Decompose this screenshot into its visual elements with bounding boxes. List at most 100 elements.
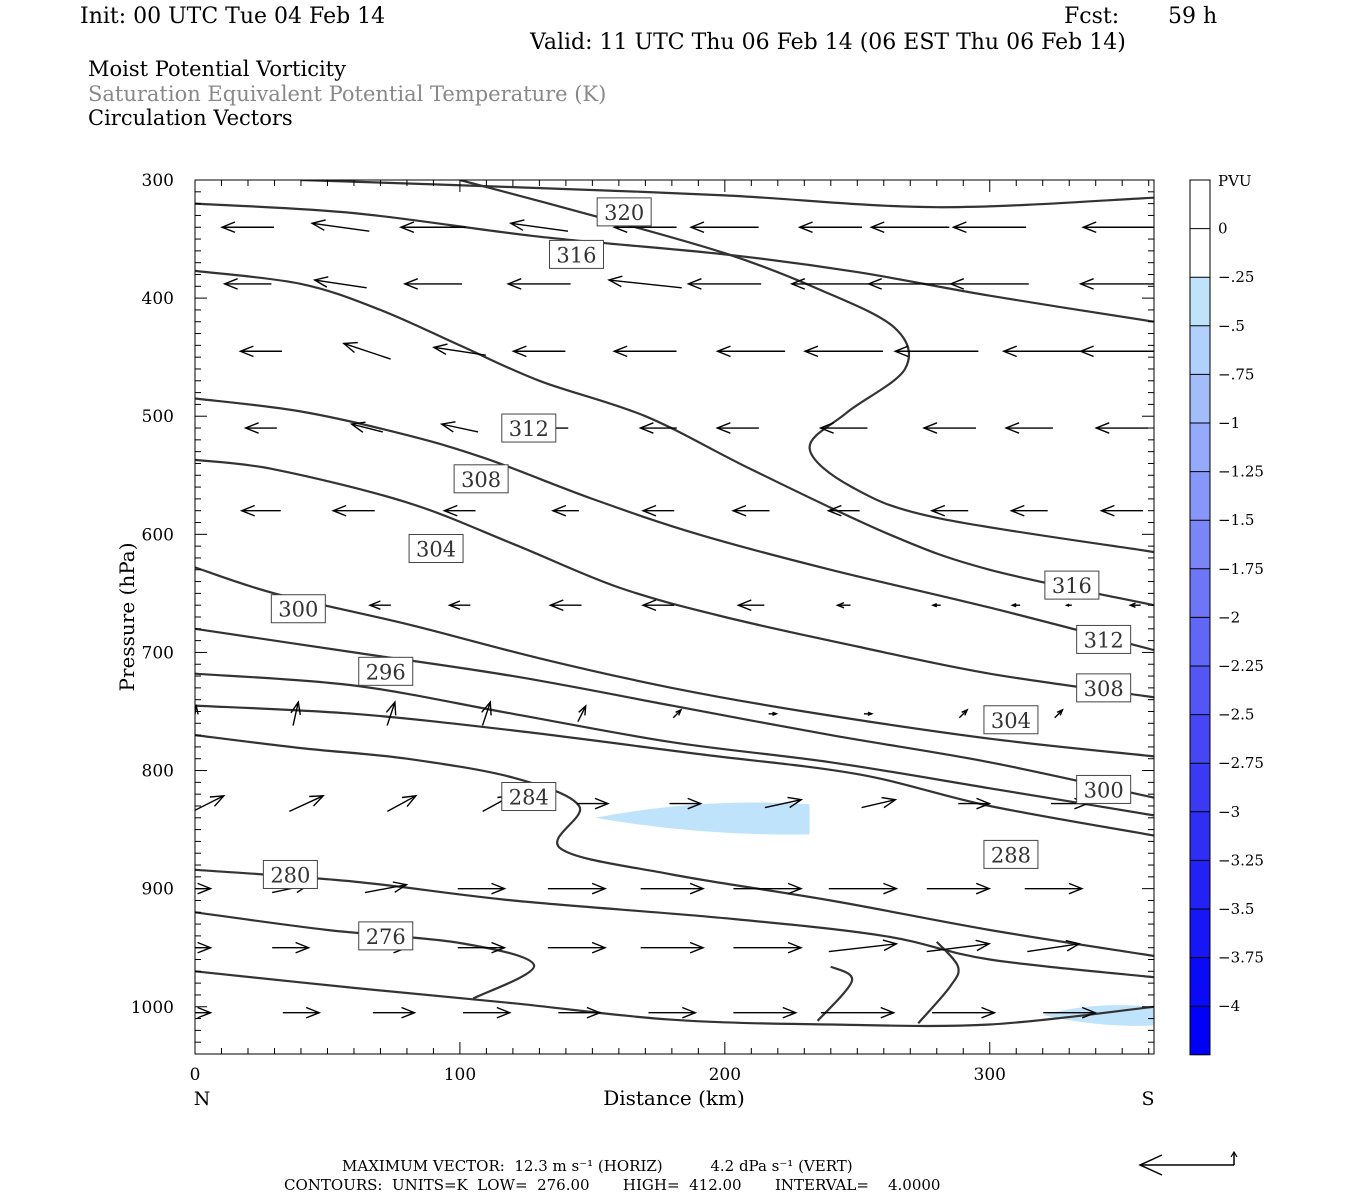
- reference-vector-head: [1138, 1154, 1163, 1176]
- vector-head: [290, 700, 301, 716]
- vector-head: [551, 504, 567, 517]
- circulation-vector: [1078, 345, 1154, 358]
- circulation-vector: [272, 941, 311, 954]
- vector-head: [586, 1006, 602, 1019]
- circulation-vector: [951, 221, 1027, 234]
- vector-head: [882, 939, 899, 952]
- contour-label-box: [270, 594, 326, 624]
- x-axis-right-label: S: [1141, 1088, 1154, 1110]
- colorbar-level-label: −3.5: [1218, 900, 1254, 918]
- vector-head: [867, 711, 874, 717]
- theta-es-contour: [195, 734, 1154, 958]
- contour-label: 316: [556, 243, 596, 267]
- theta-es-contour: [195, 672, 1154, 817]
- contour-label: 304: [416, 537, 456, 561]
- vector-head: [385, 700, 397, 716]
- theta-es-contour: [195, 202, 1154, 323]
- vector-shaft: [608, 279, 682, 289]
- colorbar-swatch: [1190, 666, 1210, 715]
- vector-head: [612, 345, 628, 358]
- theta-es-contour: [300, 180, 1154, 209]
- vector-head: [1010, 602, 1017, 608]
- colorbar-swatch: [1190, 423, 1210, 472]
- circulation-vector: [439, 421, 479, 433]
- valid-time: Valid: 11 UTC Thu 06 Feb 14 (06 EST Thu …: [530, 30, 1126, 55]
- vector-head: [731, 504, 747, 517]
- circulation-vector: [1010, 602, 1021, 608]
- vector-head: [782, 1006, 798, 1019]
- vector-head: [715, 345, 731, 358]
- circulation-vector: [238, 345, 283, 358]
- contour-label: 300: [278, 598, 318, 622]
- circulation-vector: [195, 941, 213, 954]
- vector-head: [312, 276, 329, 288]
- field-title-theta-es: Saturation Equivalent Potential Temperat…: [88, 82, 607, 106]
- circulation-vector: [715, 422, 759, 434]
- y-tick-label: 800: [142, 762, 174, 782]
- vector-head: [1009, 504, 1025, 517]
- circulation-vector: [948, 278, 1029, 290]
- vector-head: [305, 1006, 322, 1019]
- colorbar-level-label: −2.25: [1218, 657, 1264, 675]
- theta-es-contour: [195, 269, 1154, 607]
- circulation-vector: [364, 881, 409, 894]
- circulation-vector: [1064, 603, 1072, 607]
- circulation-vector: [547, 941, 607, 954]
- vector-shaft: [577, 705, 587, 722]
- contour-label-box: [1044, 570, 1100, 600]
- vector-head: [675, 708, 683, 716]
- vector-head: [797, 221, 813, 234]
- vector-head: [641, 504, 657, 517]
- x-axis-left-label: N: [194, 1088, 211, 1110]
- vector-head: [399, 221, 415, 234]
- contour-label: 312: [1084, 628, 1124, 652]
- vector-head: [975, 882, 992, 895]
- theta-es-ridge-line: [459, 180, 1154, 554]
- vector-head: [686, 278, 702, 290]
- circulation-vector: [1128, 602, 1141, 608]
- colorbar-level-label: 0: [1218, 220, 1228, 238]
- theta-es-contour: [195, 397, 1154, 652]
- circulation-vector: [547, 882, 607, 895]
- colorbar-swatch: [1190, 325, 1210, 375]
- y-tick-label: 300: [142, 171, 174, 191]
- x-axis-label: Distance (km): [603, 1086, 745, 1110]
- circulation-vector: [506, 278, 571, 290]
- vector-head: [402, 278, 419, 290]
- vector-head: [368, 600, 381, 610]
- circulation-vector: [576, 797, 610, 810]
- vector-head: [1064, 603, 1070, 607]
- colorbar-swatch: [1190, 957, 1210, 1007]
- vector-head: [591, 882, 607, 895]
- vector-head: [1128, 602, 1136, 608]
- colorbar-level-label: −2.5: [1218, 706, 1254, 724]
- forecast-hour: 59 h: [1168, 4, 1218, 29]
- circulation-vector: [958, 797, 992, 810]
- circulation-vector: [736, 599, 765, 612]
- circulation-vector: [1054, 708, 1064, 719]
- contour-label-box: [358, 921, 414, 951]
- circulation-vector: [669, 797, 703, 810]
- circulation-vector: [310, 219, 370, 232]
- vector-head: [239, 504, 255, 517]
- vector-head: [401, 1006, 417, 1019]
- vector-head: [607, 275, 623, 288]
- colorbar-level-label: −1.5: [1218, 511, 1254, 529]
- circulation-vector: [1027, 939, 1082, 953]
- circulation-vector: [243, 422, 277, 434]
- vector-shaft: [292, 701, 299, 726]
- contour-label: 312: [509, 417, 549, 441]
- vector-shaft: [351, 423, 383, 433]
- vector-head: [342, 341, 358, 354]
- colorbar-swatch: [1190, 909, 1210, 958]
- vector-head: [491, 941, 507, 954]
- circulation-vector: [612, 345, 677, 358]
- vector-head: [594, 797, 610, 810]
- vector-shaft: [289, 795, 324, 813]
- field-title-mpv: Moist Potential Vorticity: [88, 57, 346, 81]
- circulation-vector: [1099, 504, 1144, 517]
- vector-shaft: [387, 795, 417, 813]
- vector-head: [981, 1006, 997, 1019]
- vector-head: [508, 219, 525, 231]
- vector-shaft: [364, 884, 407, 894]
